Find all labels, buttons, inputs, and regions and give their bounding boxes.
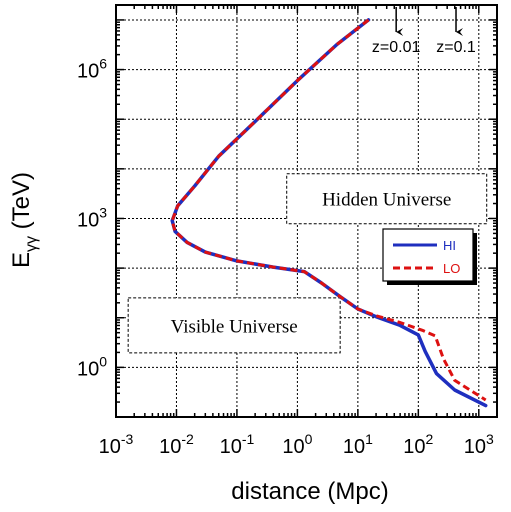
x-tick-exponent: -3	[121, 431, 134, 447]
y-axis-label-main: E	[8, 252, 35, 268]
plot-frame	[115, 4, 498, 418]
region-label: Visible Universe	[171, 316, 298, 337]
x-tick-exponent: -1	[242, 431, 255, 447]
plot-border	[115, 4, 498, 418]
region-box	[127, 297, 341, 354]
x-tick-label: 10-2	[159, 431, 194, 458]
region-boxes: Hidden Universe Visible Universe	[127, 173, 488, 354]
y-tick-base: 10	[77, 358, 99, 380]
y-axis-label-unit: (TeV)	[8, 172, 35, 236]
x-tick-base: 10	[99, 436, 121, 458]
x-tick-label: 103	[464, 431, 494, 458]
legend-label-lo: LO	[443, 261, 460, 276]
redshift-label: z=0.01	[372, 39, 421, 56]
x-axis-label: distance (Mpc)	[231, 478, 388, 505]
y-tick-base: 10	[77, 209, 99, 231]
x-tick-base: 10	[464, 436, 486, 458]
legend-box	[382, 228, 474, 282]
y-tick-label: 103	[77, 204, 107, 231]
x-tick-label: 10-1	[220, 431, 255, 458]
y-tick-label: 100	[77, 353, 107, 380]
legend: HI LO	[382, 228, 477, 285]
y-tick-label: 106	[77, 56, 107, 83]
y-tick-exponent: 0	[99, 353, 107, 369]
x-tick-exponent: 3	[486, 431, 494, 447]
x-tick-base: 10	[403, 436, 425, 458]
x-tick-exponent: 2	[426, 431, 434, 447]
y-tick-exponent: 6	[99, 56, 107, 72]
x-tick-exponent: 1	[365, 431, 373, 447]
y-tick-exponent: 3	[99, 204, 107, 220]
x-tick-base: 10	[282, 436, 304, 458]
series-layer	[170, 18, 488, 408]
x-tick-exponent: 0	[305, 431, 313, 447]
series-hi-line	[170, 18, 488, 408]
y-tick-base: 10	[77, 61, 99, 83]
axis-ticks	[115, 4, 498, 418]
x-tick-label: 100	[282, 431, 312, 458]
x-tick-base: 10	[343, 436, 365, 458]
y-axis-label-sub: γγ	[23, 236, 40, 252]
redshift-label: z=0.1	[436, 39, 476, 56]
x-tick-label: 101	[343, 431, 373, 458]
x-tick-exponent: -2	[181, 431, 194, 447]
region-label: Hidden Universe	[322, 190, 451, 211]
x-tick-base: 10	[220, 436, 242, 458]
region-box	[286, 173, 488, 225]
redshift-markers: z=0.01 z=0.1	[372, 7, 476, 56]
x-tick-label: 102	[403, 431, 433, 458]
x-tick-label: 10-3	[99, 431, 134, 458]
legend-label-hi: HI	[443, 238, 456, 253]
x-tick-base: 10	[159, 436, 181, 458]
y-axis-label: Eγγ (TeV)	[8, 172, 40, 268]
